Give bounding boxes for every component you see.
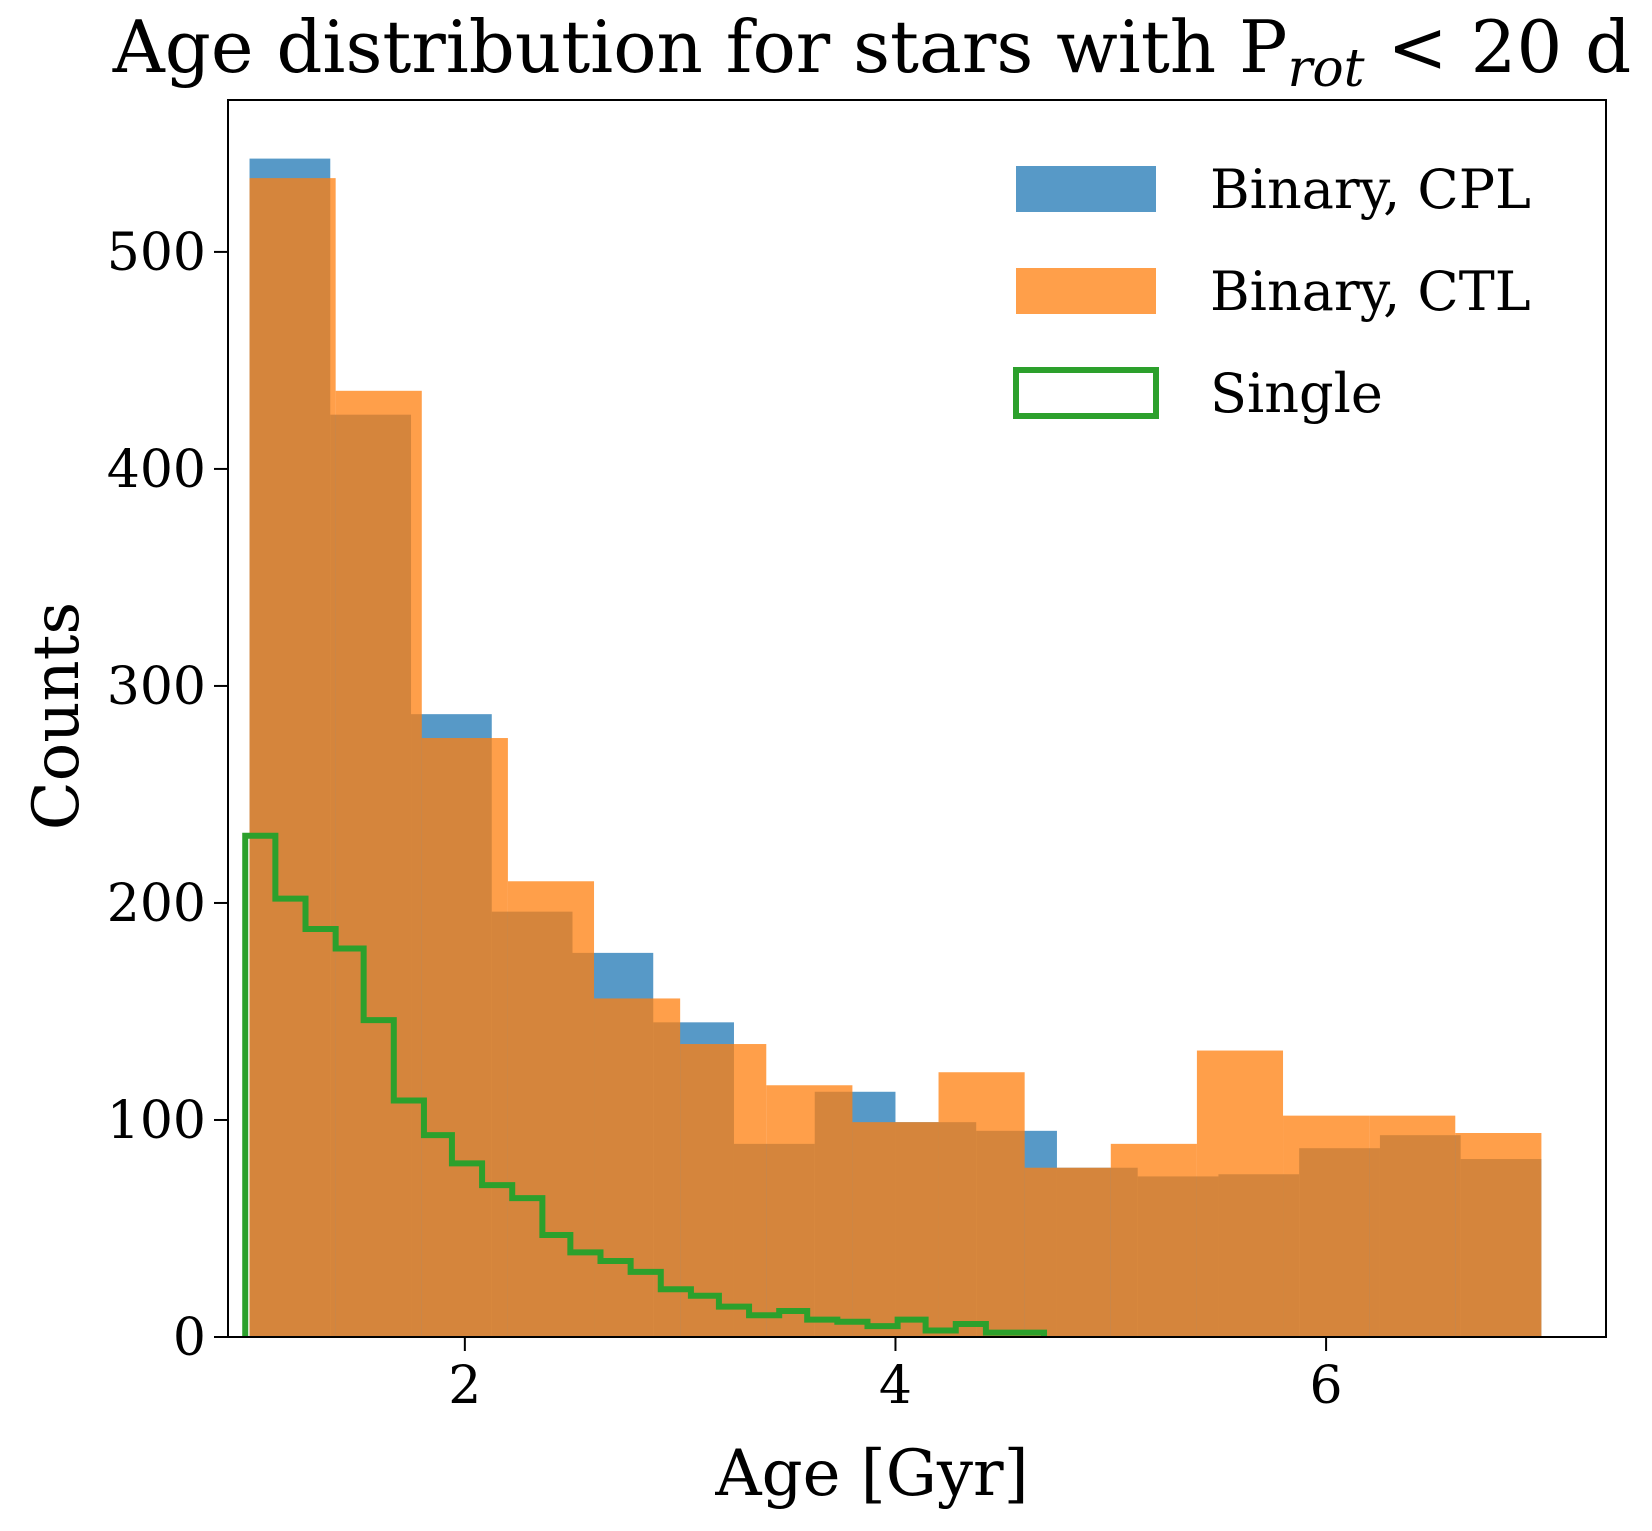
y-tick-label: 300 <box>107 657 206 717</box>
legend-label: Binary, CPL <box>1210 158 1531 221</box>
legend-item: Single <box>1013 362 1383 425</box>
legend-swatch <box>1016 268 1156 314</box>
histogram-bar <box>1196 1050 1284 1337</box>
legend-item: Binary, CPL <box>1016 158 1531 221</box>
legend-label: Single <box>1210 362 1383 425</box>
histogram-bar <box>1455 1133 1542 1337</box>
histogram-bar <box>507 881 595 1337</box>
y-tick-label: 200 <box>107 874 206 934</box>
histogram-bar <box>1283 1115 1370 1337</box>
y-axis-label: Counts <box>20 602 94 831</box>
histogram-bar <box>1024 1167 1111 1337</box>
chart-title: Age distribution for stars with Prot < 2… <box>112 5 1631 99</box>
legend-item: Binary, CTL <box>1016 260 1531 323</box>
histogram-bar <box>766 1085 853 1337</box>
series-2 <box>249 178 1542 1338</box>
plot-area <box>242 158 1542 1338</box>
step-histogram-line <box>242 832 1048 1337</box>
histogram-bar <box>680 1044 767 1337</box>
histogram-bar <box>421 738 508 1337</box>
histogram-bar <box>938 1072 1025 1337</box>
y-tick-label: 100 <box>107 1091 206 1151</box>
histogram-bar <box>852 1122 939 1337</box>
histogram-bar <box>1369 1115 1456 1337</box>
histogram-bar <box>249 178 336 1337</box>
legend-swatch <box>1013 367 1159 419</box>
legend: Binary, CPL Binary, CTL Single <box>1013 158 1531 425</box>
histogram-bar <box>335 390 422 1338</box>
x-tick-label: 4 <box>879 1356 912 1416</box>
y-tick-label: 400 <box>107 440 206 500</box>
y-tick-label: 0 <box>173 1308 206 1368</box>
x-tick-label: 2 <box>448 1356 481 1416</box>
axes: 2 4 6 0 100 200 300 400 500 <box>107 99 1607 1416</box>
histogram-bar <box>594 998 681 1337</box>
legend-swatch <box>1016 166 1156 212</box>
series-3 <box>242 832 1048 1337</box>
x-axis-label: Age [Gyr] <box>714 1437 1028 1511</box>
histogram-bar <box>1110 1143 1197 1337</box>
y-tick-label: 500 <box>107 223 206 283</box>
legend-label: Binary, CTL <box>1210 260 1531 323</box>
x-tick-label: 6 <box>1310 1356 1343 1416</box>
axes-frame <box>227 99 1607 1338</box>
